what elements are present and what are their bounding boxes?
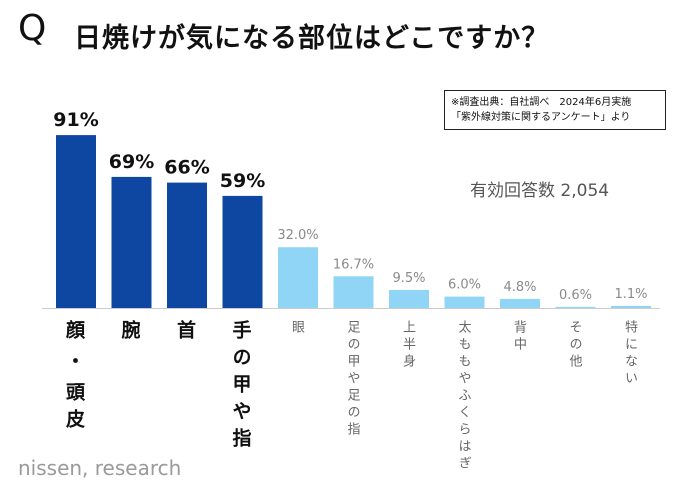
bar-3 (167, 182, 207, 308)
value-label-8: 6.0% (448, 278, 481, 293)
category-label-3-part-1: 首 (174, 320, 196, 347)
category-label-4-part-1: 手の甲や指 (229, 320, 252, 455)
category-label-1-part-2: ・ (63, 351, 85, 378)
nissen-research-logo: nissen, research (18, 456, 182, 480)
category-label-9-part-1: 背中 (511, 320, 526, 354)
value-label-11: 1.1% (614, 287, 647, 302)
bar-4 (222, 195, 263, 308)
value-label-6: 16.7% (333, 257, 374, 272)
bar-1 (56, 135, 96, 308)
category-label-8-part-3: ふくらはぎ (455, 388, 471, 473)
source-note-line-1: ※調査出典：自社調べ 2024年6月実施 (451, 97, 632, 108)
category-label-5-part-1: 眼 (289, 320, 304, 337)
question-mark: Q (18, 8, 47, 49)
category-label-8-part-1: 太もも (455, 320, 471, 371)
category-label-1-part-1: 顔 (63, 320, 85, 347)
category-label-6-part-1: 足の甲や足の指 (344, 320, 360, 439)
value-label-1: 91% (53, 109, 98, 131)
bar-5 (278, 247, 318, 308)
value-label-3: 66% (164, 157, 209, 179)
category-label-10-part-1: その他 (566, 320, 582, 371)
page-title: 日焼けが気になる部位はどこですか？ (74, 23, 550, 54)
source-note: ※調査出典：自社調べ 2024年6月実施 「紫外線対策に関するアンケート」より (444, 90, 666, 130)
bar-9 (500, 298, 540, 308)
value-label-4: 59% (220, 170, 265, 192)
bar-6 (333, 276, 374, 308)
category-label-2-part-1: 腕 (118, 320, 141, 347)
value-label-10: 0.6% (559, 288, 592, 303)
category-label-8-part-2: や (455, 371, 471, 388)
bar-8 (444, 296, 485, 308)
bar-11 (611, 305, 651, 308)
bar-7 (389, 289, 429, 308)
bar-10 (555, 306, 596, 308)
value-label-7: 9.5% (392, 271, 425, 286)
source-note-line-2: 「紫外線対策に関するアンケート」より (451, 112, 631, 123)
value-label-5: 32.0% (277, 228, 318, 243)
category-label-7-part-1: 上半身 (400, 320, 415, 371)
sample-count: 有効回答数 2,054 (470, 181, 610, 201)
value-label-2: 69% (109, 151, 154, 173)
value-label-9: 4.8% (503, 280, 536, 295)
category-label-11-part-1: 特にない (622, 320, 637, 388)
bar-2 (111, 176, 152, 308)
category-label-1-part-3: 頭皮 (63, 382, 85, 436)
